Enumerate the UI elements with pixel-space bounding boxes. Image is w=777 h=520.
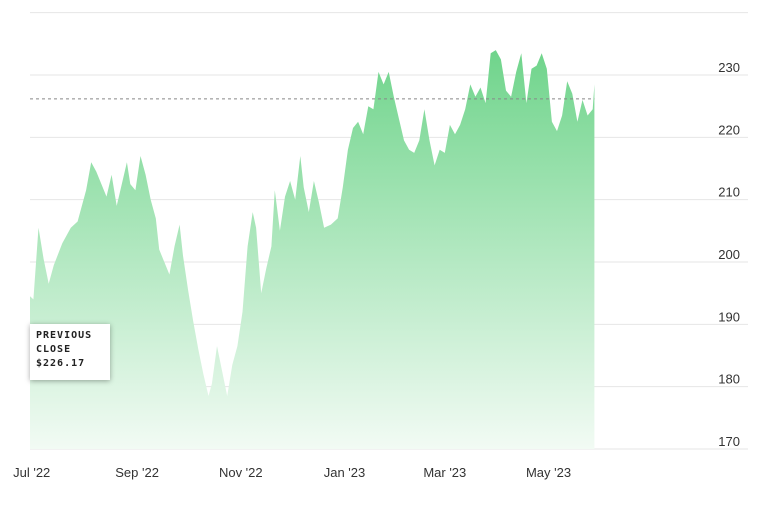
previous-close-value: $226.17	[36, 358, 86, 369]
x-tick-label: May '23	[526, 465, 571, 480]
y-tick-label: 180	[718, 372, 740, 387]
y-axis: 170 180 190 200 210 220 230	[718, 60, 740, 449]
x-tick-label: Mar '23	[423, 465, 466, 480]
y-tick-label: 230	[718, 60, 740, 75]
x-tick-label: Nov '22	[219, 465, 263, 480]
previous-close-label-line1: PREVIOUS	[36, 330, 93, 341]
y-tick-label: 210	[718, 185, 740, 200]
y-tick-label: 190	[718, 309, 740, 324]
x-axis: Jul '22 Sep '22 Nov '22 Jan '23 Mar '23 May '…	[13, 465, 571, 480]
y-tick-label: 220	[718, 122, 740, 137]
x-tick-label: Jan '23	[324, 465, 366, 480]
x-tick-label: Jul '22	[13, 465, 50, 480]
price-area	[30, 50, 595, 449]
y-tick-label: 170	[718, 434, 740, 449]
previous-close-callout: PREVIOUS CLOSE $226.17	[30, 324, 110, 380]
previous-close-label-line2: CLOSE	[36, 344, 72, 355]
x-tick-label: Sep '22	[115, 465, 159, 480]
y-tick-label: 200	[718, 247, 740, 262]
